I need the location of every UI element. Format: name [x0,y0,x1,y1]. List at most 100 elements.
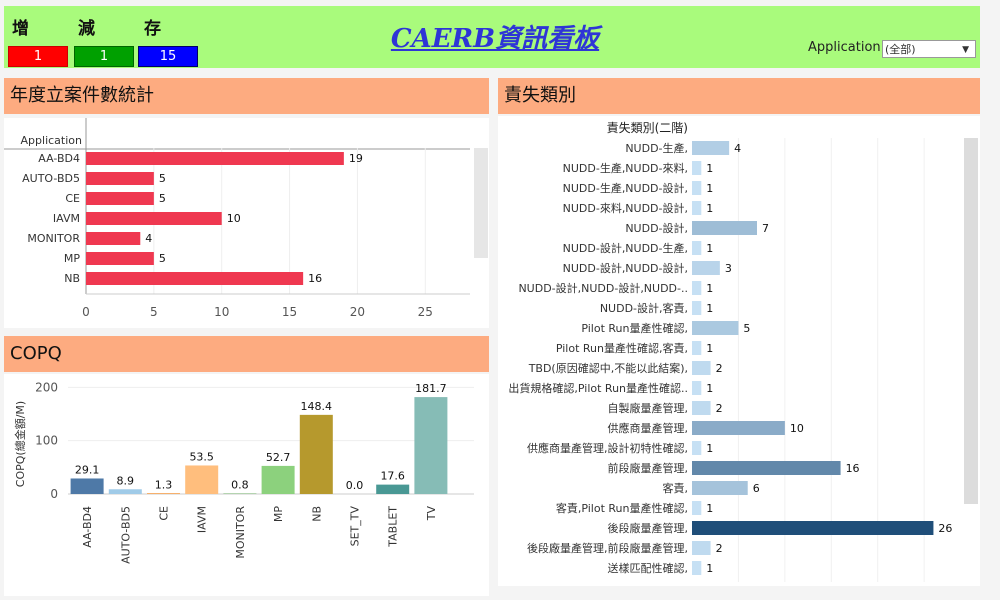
category-label: NUDD-設計,NUDD-設計,NUDD-.. [518,281,688,295]
decrease-counter: 1 [74,46,134,67]
y-tick-label: 0 [50,487,58,501]
value-label: 1 [706,442,713,455]
value-label: 2 [716,402,723,415]
increase-counter: 1 [8,46,68,67]
value-label: 6 [753,482,760,495]
bar [86,252,154,265]
bar [692,201,702,215]
category-label: AA-BD4 [81,506,94,548]
category-label: MP [272,506,285,522]
category-label: MONITOR [27,232,80,245]
increase-label: 增 [12,19,29,39]
category-label: 客責, [663,481,689,495]
category-label: 送樣匹配性確認, [608,561,689,575]
blame-bar-chart: 責失類別(二階) NUDD-生產, 4 NUDD-生產,NUDD-來料, 1 NUDD-生… [508,120,978,582]
bar [692,301,702,315]
category-label: NB [310,506,323,522]
bar [692,181,702,195]
value-label: 5 [159,192,166,205]
y-axis-label: COPQ(總金額/M) [13,401,27,487]
x-tick-label: 5 [150,305,158,319]
bar [86,212,222,225]
value-label: 0.8 [231,479,249,492]
application-filter-dropdown[interactable]: (全部) ▼ [882,40,976,58]
value-label: 16 [308,272,322,285]
bar [692,161,702,175]
bar [692,441,702,455]
bar [692,141,730,155]
chevron-down-icon: ▼ [962,45,969,55]
bar [692,521,934,535]
value-label: 1 [706,202,713,215]
category-label: TBD(原因確認中,不能以此結案), [528,361,688,375]
x-tick-label: 10 [214,305,229,319]
value-label: 1 [706,562,713,575]
bar [692,241,702,255]
category-label: CE [158,506,171,521]
bar [692,481,748,495]
bar [70,478,104,494]
copq-panel-title: COPQ [4,336,489,372]
value-label: 17.6 [380,470,405,483]
category-label: AUTO-BD5 [119,506,132,564]
category-label: 前段廠量產管理, [608,461,689,475]
category-label: Pilot Run量產性確認,客責, [556,341,688,355]
value-label: 7 [762,222,769,235]
value-label: 2 [716,542,723,555]
category-label: 自製廠量產管理, [608,401,689,415]
value-label: 1 [706,182,713,195]
value-label: 29.1 [75,463,100,476]
bar [86,172,154,185]
value-label: 10 [227,212,241,225]
bar [692,401,711,415]
value-label: 19 [349,152,363,165]
value-label: 1 [706,282,713,295]
value-label: 3 [725,262,732,275]
application-filter-value: (全部) [885,43,916,56]
category-label: NUDD-設計,NUDD-生產, [563,241,688,255]
category-label: Pilot Run量產性確認, [581,321,688,335]
category-label: NB [64,272,80,285]
bar [86,152,344,165]
dashboard-title[interactable]: CAERB資訊看板 [390,24,600,54]
category-label: NUDD-設計,NUDD-設計, [563,261,688,275]
stock-label: 存 [144,19,161,39]
value-label: 8.9 [117,474,135,487]
x-tick-label: 0 [82,305,90,319]
copq-chart-panel: 0 100 200 COPQ(總金額/M) 29.1 AA-BD4 8.9 AUTO-BD5 1… [4,374,489,596]
value-label: 4 [734,142,741,155]
category-label: 客責,Pilot Run量產性確認, [556,501,688,515]
value-label: 2 [716,362,723,375]
bar [692,541,711,555]
bar [261,465,295,494]
scrollbar[interactable] [474,148,488,258]
value-label: 26 [938,522,952,535]
value-label: 4 [145,232,152,245]
y-tick-label: 100 [35,434,58,448]
value-label: 181.7 [415,382,447,395]
value-label: 16 [846,462,860,475]
bar [692,461,841,475]
value-label: 52.7 [266,451,291,464]
bar [86,192,154,205]
bar [414,397,448,494]
category-label: TV [425,506,438,522]
category-label: NUDD-生產,NUDD-設計, [563,181,688,195]
value-label: 1 [706,302,713,315]
copq-bar-chart: 0 100 200 COPQ(總金額/M) 29.1 AA-BD4 8.9 AUTO-BD5 1… [13,380,474,564]
value-label: 5 [159,252,166,265]
value-label: 5 [743,322,750,335]
stock-counter: 15 [138,46,198,67]
value-label: 5 [159,172,166,185]
value-label: 1 [706,342,713,355]
bar [86,232,141,245]
bar [692,321,739,335]
scrollbar[interactable] [964,138,978,504]
decrease-label: 減 [78,19,95,39]
bar [692,341,702,355]
category-label: SET_TV [349,506,362,547]
category-label: IAVM [196,506,209,533]
bar [692,501,702,515]
value-label: 53.5 [189,450,214,463]
category-label: MONITOR [234,506,247,559]
